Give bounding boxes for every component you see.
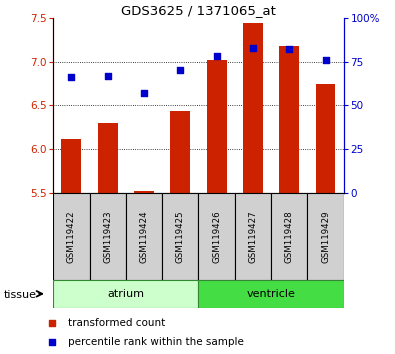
- Point: [105, 73, 111, 78]
- Point: [322, 57, 329, 63]
- Text: ventricle: ventricle: [246, 289, 295, 299]
- Point: [286, 46, 292, 52]
- Bar: [98, 123, 118, 193]
- Text: GSM119425: GSM119425: [176, 210, 185, 263]
- Bar: [170, 110, 190, 193]
- Bar: [162, 193, 199, 280]
- Bar: [316, 84, 335, 193]
- Text: GSM119423: GSM119423: [103, 210, 112, 263]
- Text: percentile rank within the sample: percentile rank within the sample: [68, 337, 244, 347]
- Bar: [235, 193, 271, 280]
- Point: [68, 74, 75, 80]
- Text: tissue: tissue: [4, 290, 37, 299]
- Bar: [53, 280, 199, 308]
- Bar: [126, 193, 162, 280]
- Bar: [243, 23, 263, 193]
- Text: atrium: atrium: [107, 289, 145, 299]
- Text: GSM119429: GSM119429: [321, 210, 330, 263]
- Point: [250, 46, 256, 51]
- Bar: [307, 193, 344, 280]
- Text: GSM119422: GSM119422: [67, 210, 76, 263]
- Bar: [271, 193, 307, 280]
- Bar: [199, 193, 235, 280]
- Bar: [134, 191, 154, 193]
- Bar: [90, 193, 126, 280]
- Bar: [207, 60, 227, 193]
- Text: GSM119426: GSM119426: [212, 210, 221, 263]
- Text: GSM119427: GSM119427: [248, 210, 258, 263]
- Bar: [199, 280, 344, 308]
- Bar: [279, 46, 299, 193]
- Point: [141, 90, 147, 96]
- Point: [213, 53, 220, 59]
- Point: [49, 339, 55, 344]
- Text: GSM119424: GSM119424: [139, 210, 149, 263]
- Bar: [62, 139, 81, 193]
- Point: [49, 320, 55, 326]
- Bar: [53, 193, 90, 280]
- Title: GDS3625 / 1371065_at: GDS3625 / 1371065_at: [121, 4, 276, 17]
- Text: GSM119428: GSM119428: [285, 210, 294, 263]
- Text: transformed count: transformed count: [68, 318, 165, 328]
- Point: [177, 67, 184, 73]
